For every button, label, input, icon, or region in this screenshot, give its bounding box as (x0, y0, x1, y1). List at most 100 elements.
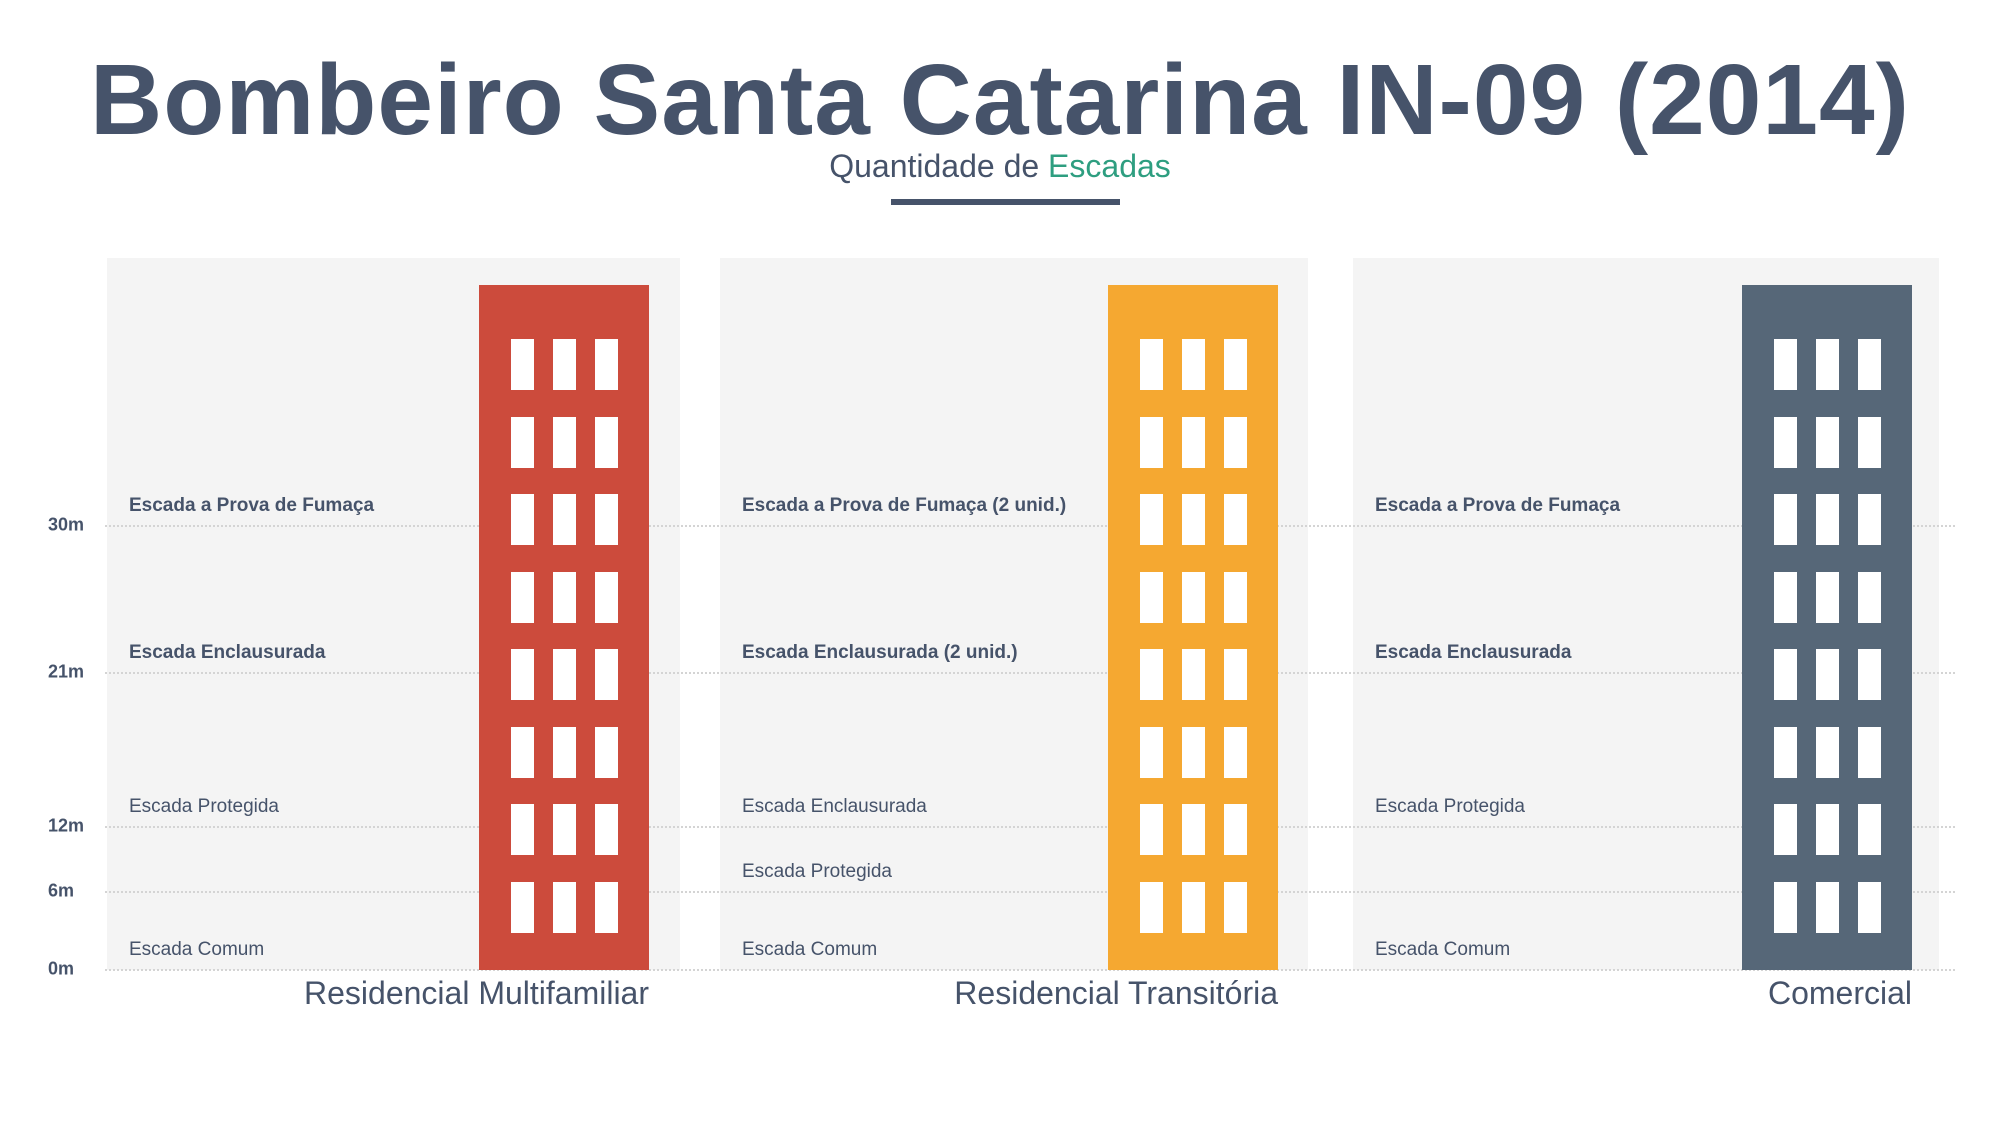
title-underline (891, 199, 1120, 205)
building-window (1774, 881, 1797, 933)
building-window (1140, 571, 1163, 623)
stair-label: Escada Comum (742, 939, 878, 960)
building-window (1224, 571, 1247, 623)
category-label: Comercial (1767, 975, 1912, 1011)
building-window (595, 881, 618, 933)
gridline-6 (105, 891, 1955, 893)
building-window (1858, 494, 1881, 545)
page-title: Bombeiro Santa Catarina IN-09 (2014) (90, 44, 1910, 156)
stair-label: Escada Protegida (742, 861, 892, 882)
building-0 (479, 285, 649, 970)
building-window (1140, 339, 1163, 390)
building-window (1224, 804, 1247, 855)
building-window (511, 339, 534, 390)
building-window (511, 649, 534, 700)
building-window (1140, 726, 1163, 778)
building-window (1182, 804, 1205, 855)
building-window (1816, 494, 1839, 545)
building-window (511, 726, 534, 778)
building-window (1140, 881, 1163, 933)
stair-label: Escada a Prova de Fumaça (1375, 495, 1621, 516)
building-window (1816, 804, 1839, 855)
building-window (1858, 571, 1881, 623)
building-window (595, 804, 618, 855)
y-tick-label: 0m (48, 958, 75, 979)
building-window (511, 571, 534, 623)
stair-label: Escada Protegida (129, 796, 279, 817)
building-window (511, 804, 534, 855)
stair-label: Escada Enclausurada (742, 796, 927, 817)
building-window (1858, 649, 1881, 700)
gridline-30 (105, 525, 1955, 527)
gridline-0 (105, 969, 1955, 971)
category-label: Residencial Transitória (954, 975, 1278, 1011)
building-window (1140, 649, 1163, 700)
gridline-12 (105, 826, 1955, 828)
building-window (553, 804, 576, 855)
building-window (595, 571, 618, 623)
y-tick-label: 30m (48, 514, 85, 535)
building-1 (1108, 285, 1278, 970)
subtitle: Quantidade de Escadas (0, 148, 2000, 185)
stair-label: Escada a Prova de Fumaça (2 unid.) (742, 495, 1067, 516)
stair-label: Escada Comum (129, 939, 265, 960)
building-window (1816, 649, 1839, 700)
building-window (1858, 726, 1881, 778)
building-window (1858, 339, 1881, 390)
building-window (1774, 804, 1797, 855)
stair-label: Escada Comum (1375, 939, 1511, 960)
building-window (1224, 339, 1247, 390)
building-window (1140, 494, 1163, 545)
building-window (1774, 726, 1797, 778)
subtitle-accent: Escadas (1048, 148, 1171, 184)
building-window (595, 416, 618, 468)
building-window (1182, 494, 1205, 545)
building-window (1182, 726, 1205, 778)
building-window (511, 881, 534, 933)
stair-label: Escada Enclausurada (129, 642, 326, 663)
building-window (553, 339, 576, 390)
building-window (1182, 649, 1205, 700)
building-window (553, 494, 576, 545)
stair-label: Escada Enclausurada (2 unid.) (742, 642, 1018, 663)
building-window (1224, 494, 1247, 545)
building-window (1224, 649, 1247, 700)
building-window (1774, 339, 1797, 390)
building-window (1774, 649, 1797, 700)
gridline-21 (105, 672, 1955, 674)
stair-label: Escada Protegida (1375, 796, 1525, 817)
building-window (1182, 416, 1205, 468)
building-window (1816, 726, 1839, 778)
building-window (553, 726, 576, 778)
building-window (1858, 416, 1881, 468)
building-window (511, 494, 534, 545)
y-tick-label: 6m (48, 880, 75, 901)
building-window (1182, 881, 1205, 933)
building-window (553, 881, 576, 933)
y-tick-label: 21m (48, 661, 85, 682)
building-window (1224, 726, 1247, 778)
building-window (1816, 339, 1839, 390)
building-window (1816, 881, 1839, 933)
building-window (553, 416, 576, 468)
building-window (1816, 571, 1839, 623)
building-window (595, 726, 618, 778)
building-window (1140, 416, 1163, 468)
building-window (1774, 571, 1797, 623)
building-window (595, 649, 618, 700)
building-window (1816, 416, 1839, 468)
building-window (1774, 416, 1797, 468)
building-window (1182, 571, 1205, 623)
building-window (1224, 416, 1247, 468)
stair-label: Escada Enclausurada (1375, 642, 1572, 663)
building-window (1224, 881, 1247, 933)
building-window (595, 339, 618, 390)
category-label: Residencial Multifamiliar (304, 975, 649, 1011)
building-window (1774, 494, 1797, 545)
building-window (511, 416, 534, 468)
subtitle-prefix: Quantidade de (829, 148, 1040, 184)
building-window (1858, 804, 1881, 855)
building-window (1858, 881, 1881, 933)
building-window (1182, 339, 1205, 390)
building-window (553, 571, 576, 623)
